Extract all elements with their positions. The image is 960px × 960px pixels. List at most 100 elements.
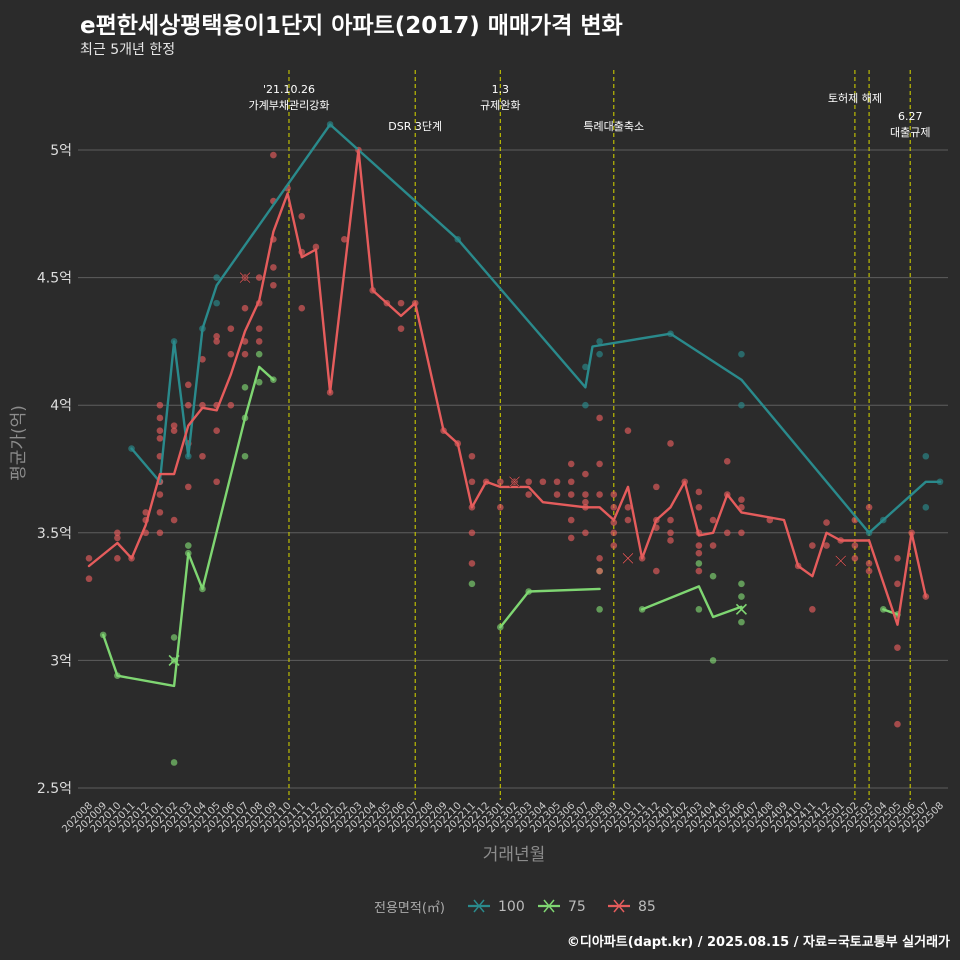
y-tick-label: 2.5억 [37, 781, 72, 797]
legend: 전용면적(㎡) 100 75 85 [374, 899, 656, 916]
data-point [695, 488, 703, 496]
data-point [596, 414, 603, 422]
y-tick-label: 3.5억 [37, 526, 72, 542]
legend-title: 전용면적(㎡) [374, 901, 445, 916]
cross-marker-inner [509, 476, 520, 488]
data-point [255, 350, 263, 358]
data-point [624, 427, 632, 435]
data-point [142, 509, 150, 516]
data-point [468, 580, 476, 588]
legend-key-cross [613, 899, 625, 913]
chart-title: e편한세상평택용이1단지 아파트(2017) 매매가격 변화 [80, 13, 623, 39]
data-point [114, 534, 121, 542]
series-line-100 [130, 123, 942, 534]
data-point [865, 567, 873, 575]
data-point [170, 759, 178, 766]
legend-item-100: 100 [468, 899, 525, 915]
data-point [525, 491, 532, 498]
data-point [823, 542, 830, 549]
data-point [865, 560, 873, 567]
data-point [723, 529, 731, 537]
data-point [610, 491, 618, 498]
event-annotation: 6.27 [898, 110, 923, 123]
data-point [156, 529, 164, 537]
data-point [170, 634, 178, 641]
data-point [695, 560, 703, 567]
data-point [667, 440, 674, 447]
data-point [270, 281, 277, 289]
data-point [809, 542, 816, 549]
data-point [184, 401, 192, 409]
data-point [156, 401, 164, 409]
series-layer [85, 121, 944, 766]
data-point [709, 542, 717, 549]
data-point [738, 350, 745, 358]
data-point [255, 325, 263, 332]
data-point [184, 542, 192, 549]
data-point [525, 478, 532, 486]
event-annotation: 대출규제 [890, 126, 930, 139]
data-point [582, 401, 589, 409]
cross-marker-inner [239, 272, 251, 283]
series-line-75 [102, 365, 899, 688]
data-point [270, 264, 277, 271]
data-point [241, 350, 249, 358]
data-point [851, 542, 859, 549]
data-point [624, 516, 632, 524]
series-line [87, 148, 927, 626]
data-point [653, 483, 660, 491]
data-point [199, 401, 206, 409]
data-point [85, 575, 93, 583]
data-point [156, 509, 164, 516]
event-annotation: DSR 3단계 [388, 120, 442, 133]
data-point [227, 325, 235, 332]
data-point [156, 491, 164, 498]
data-point [695, 606, 703, 613]
data-point [298, 304, 306, 312]
data-point [823, 519, 830, 526]
chart-subtitle: 최근 5개년 한정 [80, 42, 176, 58]
legend-item-75: 75 [538, 899, 586, 915]
data-point [341, 236, 348, 243]
data-point [653, 567, 660, 575]
data-point [213, 299, 220, 307]
series-line [640, 585, 743, 619]
data-point [213, 338, 220, 345]
y-tick-label: 4억 [50, 398, 72, 414]
data-point [596, 350, 603, 358]
data-point [539, 478, 547, 486]
data-point [894, 580, 901, 588]
data-point [582, 491, 589, 498]
cross-marker-inner [835, 555, 846, 567]
data-point [298, 213, 306, 220]
data-point [738, 401, 745, 409]
y-tick-label: 5억 [50, 143, 72, 159]
data-point [596, 491, 603, 498]
data-point [199, 452, 206, 460]
y-axis: 2.5억 3억 3.5억 4억 4.5억 5억 [37, 143, 72, 797]
legend-item-85: 85 [608, 899, 656, 915]
data-point [610, 503, 618, 511]
data-point [667, 529, 674, 537]
data-point [468, 478, 476, 486]
data-point [312, 243, 320, 251]
data-point [596, 606, 603, 613]
data-point [695, 542, 703, 549]
legend-label: 100 [498, 899, 525, 915]
data-point [85, 555, 93, 562]
source-caption: ©디아파트(dapt.kr) / 2025.08.15 / 자료=국토교통부 실… [566, 935, 950, 950]
data-point [567, 516, 575, 524]
data-point [241, 304, 249, 312]
legend-key-cross [473, 899, 485, 913]
data-point [199, 355, 206, 363]
event-annotation: '21.10.26 [263, 83, 315, 96]
event-annotation: 1.3 [492, 83, 510, 96]
data-point [213, 274, 220, 281]
data-point [596, 567, 603, 575]
data-point [156, 427, 164, 435]
data-point [624, 503, 632, 511]
event-annotation: 가계부채관리강화 [249, 99, 330, 112]
data-point [809, 606, 816, 613]
data-point [397, 325, 405, 332]
